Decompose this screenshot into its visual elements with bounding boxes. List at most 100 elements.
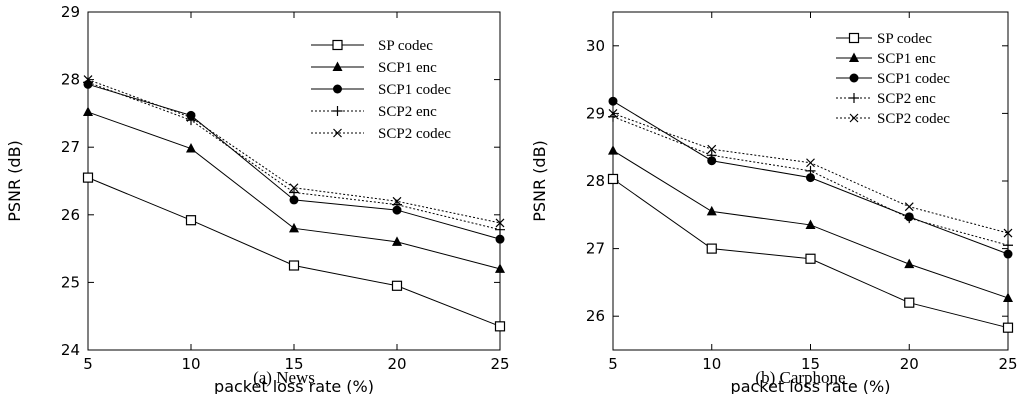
series-line (87, 81, 501, 231)
legend-marker (333, 84, 342, 94)
data-point (289, 222, 299, 233)
data-point (288, 260, 300, 271)
data-point (608, 96, 618, 106)
data-point (904, 297, 915, 308)
data-point (608, 145, 618, 155)
legend-label: SCP2 codec (877, 111, 950, 127)
data-point (805, 165, 816, 176)
data-point (392, 196, 402, 206)
data-point (391, 280, 403, 291)
legend-label: SCP1 codec (877, 71, 950, 87)
x-tick-label: 5 (83, 355, 93, 373)
series-scp2-codec (608, 108, 1013, 238)
y-tick-label: 26 (586, 307, 605, 325)
series-line (87, 83, 501, 240)
data-point (607, 173, 619, 185)
data-point (83, 75, 93, 85)
x-tick-label: 15 (284, 355, 303, 373)
data-point (82, 172, 94, 183)
series-scp1-codec (83, 79, 505, 244)
x-tick-label: 20 (900, 355, 919, 373)
figure-caption: (b) Carphone (755, 368, 845, 387)
data-point (706, 205, 717, 216)
figure-caption: (a) News (253, 368, 315, 387)
data-point (186, 143, 196, 153)
data-point (495, 234, 505, 244)
data-point (83, 106, 93, 117)
legend-label: SP codec (877, 31, 932, 47)
y-tick-label: 29 (61, 3, 80, 21)
legend-label: SCP1 enc (378, 60, 437, 76)
data-point (904, 213, 915, 224)
x-axis-label: packet loss rate (%) (731, 377, 891, 394)
series-scp1-enc (608, 145, 1013, 302)
x-tick-label: 25 (998, 355, 1017, 373)
data-point (707, 144, 717, 154)
data-point (608, 108, 618, 118)
series-sp-codec (607, 173, 1014, 333)
chart-carphone: 5 10 15 20 25 26 27 28 29 30 packet loss rate (%) P… (530, 11, 1018, 394)
legend-marker (848, 32, 860, 44)
data-point (1002, 322, 1014, 333)
legend-label: SCP2 codec (378, 126, 451, 142)
y-tick-label: 30 (586, 37, 605, 55)
series-scp1-codec (608, 96, 1013, 259)
data-point (186, 113, 196, 122)
legend: SP codec SCP1 enc SCP1 codec SCP2 enc SCP2 c… (836, 31, 950, 127)
x-axis-label: packet loss rate (%) (214, 377, 374, 394)
legend-label: SCP2 enc (877, 91, 936, 107)
data-point (1003, 249, 1013, 259)
x-tick-label: 20 (387, 355, 406, 373)
data-point (707, 156, 717, 166)
data-point (904, 258, 915, 269)
data-point (805, 253, 816, 264)
legend-marker (849, 52, 859, 62)
series-sp-codec (82, 172, 506, 332)
legend-marker (332, 61, 343, 71)
y-tick-label: 27 (61, 138, 80, 156)
data-point (494, 321, 506, 332)
y-tick-label: 27 (586, 240, 605, 258)
data-point (706, 243, 717, 254)
data-point (289, 195, 299, 205)
legend-marker (333, 128, 342, 138)
legend-marker (332, 39, 343, 51)
data-point (806, 158, 815, 168)
data-point (392, 205, 402, 215)
legend-marker (849, 113, 859, 123)
data-point (289, 187, 299, 198)
y-tick-label: 28 (586, 172, 605, 190)
legend-label: SCP1 enc (877, 51, 936, 67)
series-scp1-enc (83, 106, 505, 273)
chart-news: 5 10 15 20 25 24 25 26 27 28 29 packet loss rate (%… (5, 3, 510, 394)
legend-marker (849, 73, 859, 83)
y-tick-label: 29 (586, 104, 605, 122)
data-point (289, 183, 299, 193)
series-line (612, 178, 1009, 329)
series-line (87, 79, 501, 224)
y-axis-label: PSNR (dB) (530, 140, 549, 222)
legend-marker (332, 106, 343, 116)
y-axis-label: PSNR (dB) (5, 140, 24, 222)
y-tick-label: 24 (61, 341, 80, 359)
data-point (495, 263, 505, 273)
data-point (706, 150, 717, 161)
y-tick-label: 25 (61, 273, 80, 291)
data-point (495, 224, 505, 235)
x-tick-label: 10 (702, 355, 721, 373)
legend-label: SP codec (378, 38, 433, 54)
data-point (805, 219, 816, 229)
data-point (1003, 292, 1013, 302)
legend-label: SCP1 codec (378, 82, 451, 98)
data-point (495, 218, 505, 228)
series-scp2-codec (83, 75, 505, 228)
legend-marker (849, 93, 859, 103)
y-tick-label: 28 (61, 71, 80, 89)
legend: SP codec SCP1 enc SCP1 codec SCP2 enc SCP2 c… (311, 38, 451, 142)
y-tick-label: 26 (61, 206, 80, 224)
x-tick-label: 10 (181, 355, 200, 373)
data-point (806, 173, 815, 183)
data-point (392, 236, 402, 246)
data-point (1003, 240, 1013, 251)
